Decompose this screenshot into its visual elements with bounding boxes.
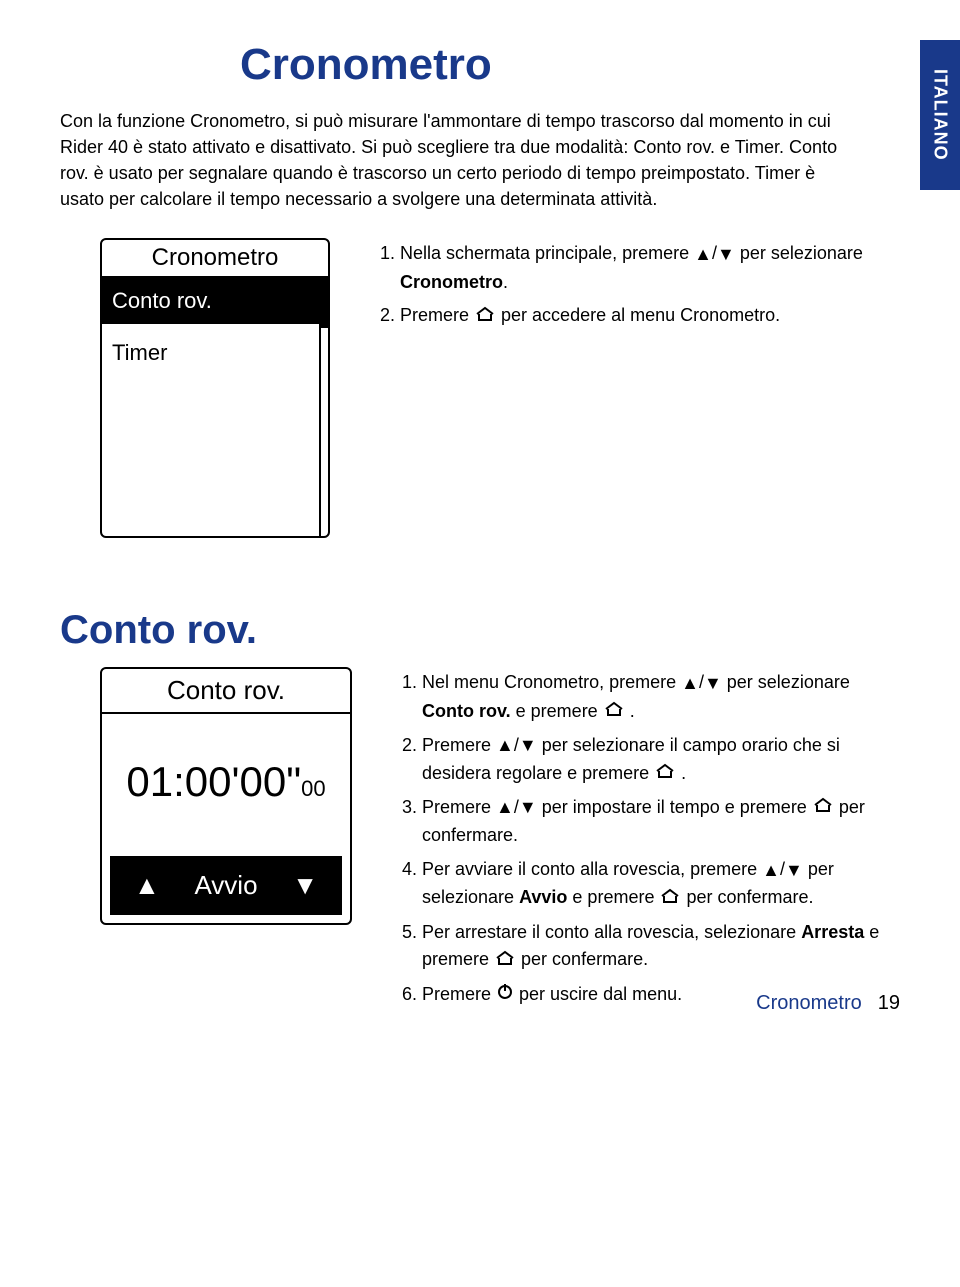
up-icon: ▲	[496, 732, 514, 760]
device-countdown: Conto rov. 01:00'00"00 ▲ Avvio ▼	[100, 667, 352, 925]
scrollbar-thumb[interactable]	[321, 278, 328, 328]
home-icon	[654, 760, 676, 788]
device-cronometro-menu: Cronometro Conto rov. Timer	[100, 238, 330, 538]
menu-item-conto-rov[interactable]: Conto rov.	[102, 278, 319, 324]
section2-steps: Nel menu Cronometro, premere ▲/▼ per sel…	[400, 667, 900, 1014]
step-4: Per avviare il conto alla rovescia, prem…	[422, 856, 900, 912]
step-5: Per arrestare il conto alla rovescia, se…	[422, 919, 900, 975]
home-icon	[603, 698, 625, 726]
step-3: Premere ▲/▼ per impostare il tempo e pre…	[422, 794, 900, 850]
down-icon: ▼	[519, 794, 537, 822]
device2-title: Conto rov.	[102, 669, 350, 714]
down-icon: ▼	[519, 732, 537, 760]
start-label: Avvio	[194, 870, 257, 901]
home-icon	[494, 947, 516, 975]
section2-title: Conto rov.	[60, 608, 900, 653]
home-icon	[812, 794, 834, 822]
up-icon: ▲	[681, 670, 699, 698]
down-icon: ▼	[292, 870, 318, 901]
scrollbar-track	[321, 278, 328, 536]
time-sub: 00	[301, 776, 325, 801]
down-icon: ▼	[785, 857, 803, 885]
footer-label: Cronometro	[756, 992, 862, 1015]
down-icon: ▼	[717, 241, 735, 269]
footer-page-number: 19	[878, 992, 900, 1015]
section1-title: Cronometro	[240, 40, 900, 90]
device-title: Cronometro	[102, 240, 328, 278]
section1-steps: Nella schermata principale, premere ▲/▼ …	[378, 238, 900, 336]
language-side-tab: ITALIANO	[920, 40, 960, 190]
up-icon: ▲	[694, 241, 712, 269]
start-bar[interactable]: ▲ Avvio ▼	[110, 856, 342, 915]
up-icon: ▲	[496, 794, 514, 822]
step-2: Premere per accedere al menu Cronometro.	[400, 302, 900, 330]
power-icon	[496, 981, 514, 1009]
time-display: 01:00'00"00	[102, 714, 350, 856]
step-1: Nella schermata principale, premere ▲/▼ …	[400, 240, 900, 296]
section1-intro: Con la funzione Cronometro, si può misur…	[60, 108, 850, 212]
step-2: Premere ▲/▼ per selezionare il campo ora…	[422, 732, 900, 788]
home-icon	[474, 303, 496, 331]
up-icon: ▲	[134, 870, 160, 901]
time-main: 01:00'00"	[126, 758, 301, 805]
down-icon: ▼	[704, 670, 722, 698]
up-icon: ▲	[762, 857, 780, 885]
step-1: Nel menu Cronometro, premere ▲/▼ per sel…	[422, 669, 900, 725]
home-icon	[659, 885, 681, 913]
page-footer: Cronometro 19	[756, 992, 900, 1015]
menu-item-timer[interactable]: Timer	[102, 330, 319, 376]
